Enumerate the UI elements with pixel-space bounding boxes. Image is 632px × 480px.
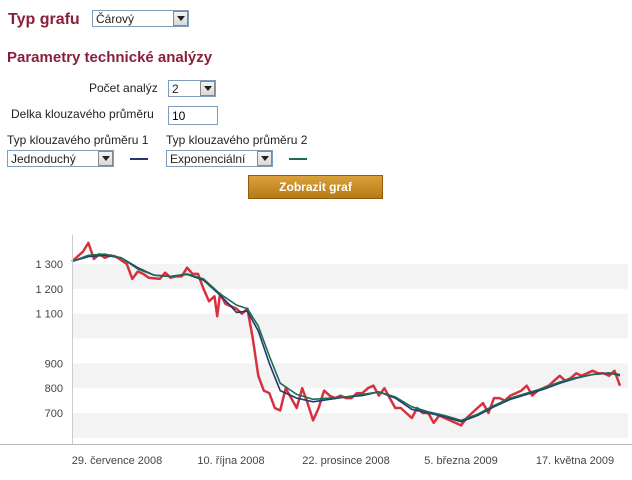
- params-title: Parametry technické analýzy: [7, 49, 213, 66]
- price-chart: 1 300 1 200 1 100 900 800 700 29. července 20…: [0, 235, 632, 467]
- y-tick-label: 1 100: [35, 309, 63, 321]
- graph-type-select[interactable]: Čárový: [92, 10, 189, 27]
- x-tick-label: 5. března 2009: [424, 455, 497, 467]
- chevron-down-icon[interactable]: [173, 11, 188, 26]
- ma-type1-value: Jednoduchý: [11, 151, 76, 166]
- grid-band: [72, 313, 628, 339]
- graph-type-value: Čárový: [96, 11, 135, 26]
- analysis-count-value: 2: [172, 81, 179, 96]
- y-tick-label: 1 200: [35, 284, 63, 296]
- grid-band: [72, 264, 628, 289]
- analysis-count-select[interactable]: 2: [168, 80, 216, 97]
- x-tick-label: 29. července 2008: [72, 455, 163, 467]
- price-series-line: [71, 241, 622, 427]
- grid-bands: [72, 264, 628, 438]
- chart-lines: [71, 241, 622, 427]
- ma-type1-label: Typ klouzavého průměru 1: [7, 133, 149, 147]
- ma-type1-select[interactable]: Jednoduchý: [7, 150, 114, 167]
- grid-band: [72, 413, 628, 438]
- ma-length-label: Delka klouzavého průměru: [11, 107, 154, 121]
- ma2-legend-line: [289, 158, 307, 160]
- graph-type-label: Typ grafu: [8, 11, 80, 28]
- grid-band: [72, 363, 628, 389]
- ma2-series-line: [71, 253, 621, 422]
- chevron-down-icon[interactable]: [98, 151, 113, 166]
- ma-type2-select[interactable]: Exponenciální: [166, 150, 273, 167]
- ma-type2-label: Typ klouzavého průměru 2: [166, 133, 308, 147]
- y-tick-label: 700: [45, 408, 63, 420]
- analysis-count-label: Počet analýz: [89, 81, 158, 95]
- y-tick-label: 1 300: [35, 259, 63, 271]
- x-axis-labels: 29. července 2008 10. října 2008 22. prosi…: [72, 455, 614, 467]
- y-tick-label: 900: [45, 358, 63, 370]
- y-axis-labels: 1 300 1 200 1 100 900 800 700: [35, 259, 63, 420]
- ma1-legend-line: [130, 158, 148, 160]
- show-graph-button[interactable]: Zobrazit graf: [248, 175, 383, 199]
- x-tick-label: 22. prosince 2008: [302, 455, 389, 467]
- ma-length-input[interactable]: [168, 106, 218, 125]
- chevron-down-icon[interactable]: [257, 151, 272, 166]
- y-tick-label: 800: [45, 383, 63, 395]
- x-tick-label: 17. května 2009: [536, 455, 614, 467]
- ma-type2-value: Exponenciální: [170, 151, 246, 166]
- chevron-down-icon[interactable]: [200, 81, 215, 96]
- x-tick-label: 10. října 2008: [197, 455, 264, 467]
